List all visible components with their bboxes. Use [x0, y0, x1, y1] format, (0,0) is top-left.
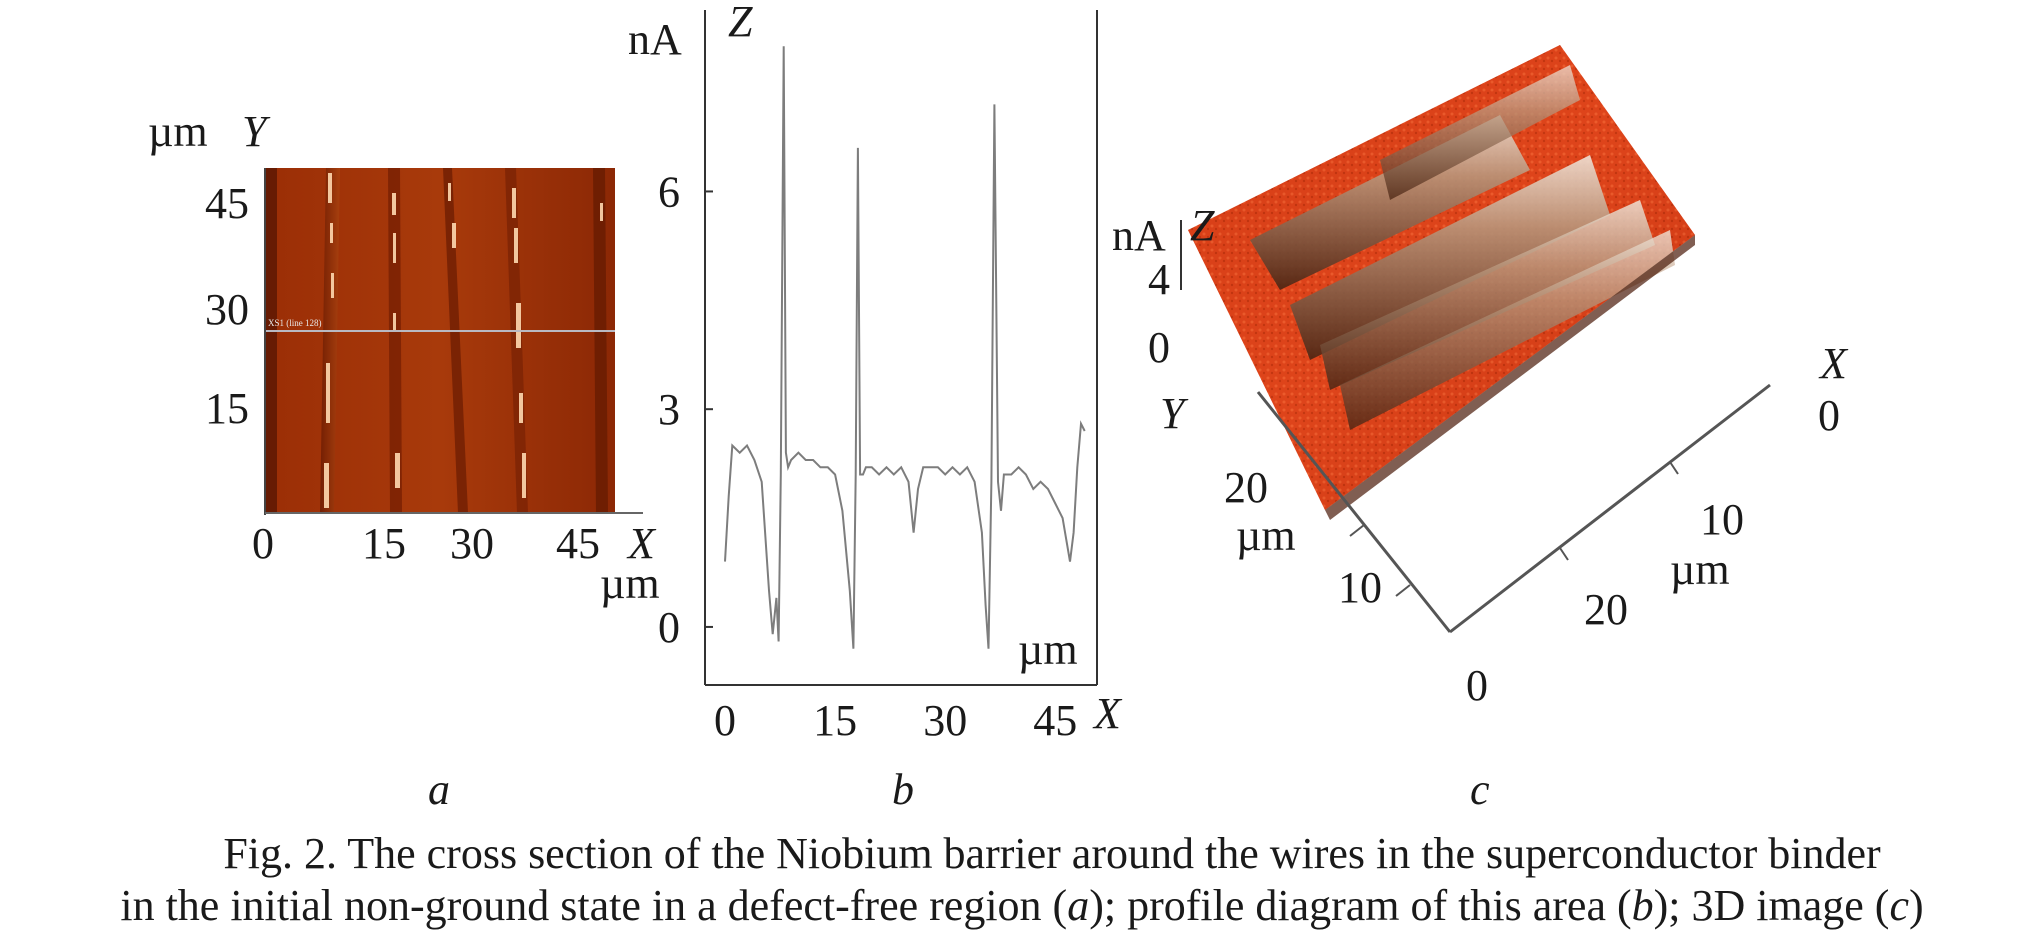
panel-a-x-tick: 0 [252, 519, 274, 568]
panel-c-x-tick: 10 [1700, 495, 1744, 544]
surface-ridges [1250, 65, 1675, 430]
panel-a-y-tick: 30 [205, 285, 249, 334]
panel-a-y-axis-label: Y [242, 107, 267, 156]
profile-x-tick-label: 15 [813, 696, 857, 740]
figure-caption: Fig. 2. The cross section of the Niobium… [0, 828, 2044, 932]
panel-c-y-tick: 20 [1224, 463, 1268, 512]
panel-c-y-tick: 10 [1338, 563, 1382, 612]
panel-c-z-unit: nA [1112, 211, 1166, 260]
caption-text: ) [1908, 880, 1924, 930]
profile-y-tick-label: 6 [658, 167, 680, 216]
panel-a-y-unit: µm [148, 107, 208, 156]
x-axis-3d [1449, 383, 1771, 634]
panel-b-sublabel: b [892, 765, 914, 814]
panel-c-x-tick: 0 [1818, 391, 1840, 440]
panel-b-x-axis-label: X [1094, 689, 1121, 738]
panel-c-z-tick: 0 [1148, 323, 1170, 372]
caption-text: ); 3D image ( [1653, 880, 1890, 930]
caption-line-2: in the initial non-ground state in a def… [0, 880, 2044, 932]
profile-chart: 0 3 6 0 15 30 45 [658, 10, 1098, 740]
scan-line-label: XS1 (line 128) [268, 318, 322, 328]
current-map-image: XS1 (line 128) [264, 168, 643, 515]
panel-b-y-axis-label: Z [728, 0, 753, 46]
caption-ref-a: a [1067, 880, 1090, 930]
panel-c-x-unit: µm [1670, 545, 1730, 594]
profile-x-tick-label: 30 [923, 696, 967, 740]
profile-series-line [724, 46, 1086, 649]
profile-x-tick-label: 0 [714, 696, 736, 740]
panel-a-x-tick: 45 [556, 519, 600, 568]
panel-a-x-tick: 15 [362, 519, 406, 568]
caption-line-1: Fig. 2. The cross section of the Niobium… [223, 829, 1881, 878]
panel-c-x-tick: 20 [1584, 585, 1628, 634]
panel-c-z-axis-label: Z [1190, 201, 1215, 250]
panel-b-y-unit: nA [628, 15, 682, 64]
profile-y-tick-label: 0 [658, 603, 680, 652]
y-axis-3d [1256, 391, 1452, 633]
caption-text: ); profile diagram of this area ( [1089, 880, 1632, 930]
panel-a-x-unit: µm [600, 559, 660, 608]
surface-3d-image [1180, 45, 1771, 634]
panel-c-z-tick: 4 [1148, 255, 1170, 304]
panel-c-sublabel: c [1470, 765, 1490, 814]
panel-c-y-axis-label: Y [1160, 389, 1185, 438]
map-background [265, 168, 615, 513]
panel-a-sublabel: a [428, 765, 450, 814]
panel-c-origin-tick: 0 [1466, 661, 1488, 710]
caption-ref-c: c [1889, 880, 1909, 930]
panel-a-y-tick: 45 [205, 179, 249, 228]
caption-ref-b: b [1631, 880, 1654, 930]
panel-c-y-unit: µm [1236, 511, 1296, 560]
panel-a-y-tick: 15 [205, 384, 249, 433]
profile-y-tick-label: 3 [658, 385, 680, 434]
profile-x-tick-label: 45 [1033, 696, 1077, 740]
caption-text: in the initial non-ground state in a def… [120, 880, 1068, 930]
panel-a-x-tick: 30 [450, 519, 494, 568]
panel-c-x-axis-label: X [1820, 339, 1847, 388]
panel-b-x-unit: µm [1018, 625, 1078, 674]
panel-a-x-axis-label: X [628, 519, 655, 568]
